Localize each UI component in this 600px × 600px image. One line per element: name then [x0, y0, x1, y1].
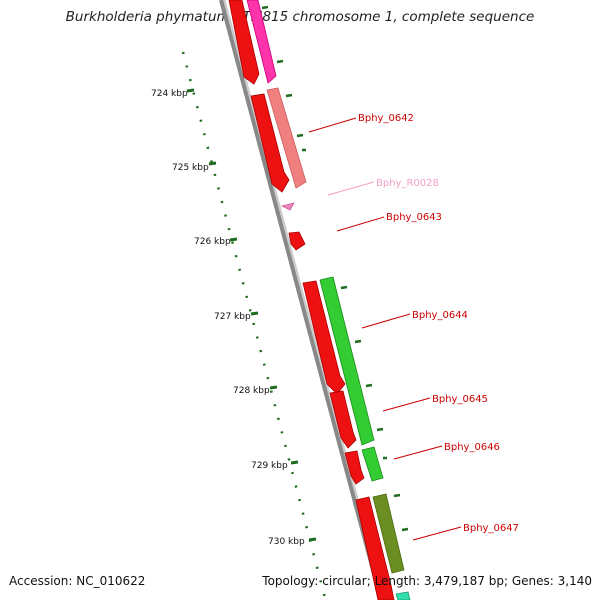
kbp-tick: [269, 385, 278, 390]
gene-arrow: [246, 0, 277, 84]
kbp-label: 727 kbp: [214, 312, 251, 322]
gene-arrow: [319, 276, 375, 446]
sequence-info: Topology: circular; Length: 3,479,187 bp…: [262, 574, 592, 588]
kbp-label: 724 kbp: [151, 89, 188, 99]
gene-label[interactable]: Bphy_0644: [412, 310, 468, 321]
kbp-label: 729 kbp: [251, 461, 288, 471]
gene-arrow: [266, 87, 307, 189]
gene-label[interactable]: Bphy_0645: [432, 394, 488, 405]
kbp-scale-dots: [181, 51, 327, 599]
map-title: Burkholderia phymatum STM815 chromosome …: [65, 9, 535, 25]
gene-arrow: [355, 496, 395, 600]
reverse-strand-genes: [228, 0, 395, 600]
forward-strand-genes: [246, 0, 411, 600]
accession-value: NC_010622: [76, 574, 146, 588]
accession-label: Accession:: [9, 574, 73, 588]
gene-arrow: [228, 0, 260, 85]
length-label: Length:: [374, 574, 421, 588]
kbp-label: 725 kbp: [172, 163, 209, 173]
gene-label[interactable]: Bphy_0643: [386, 212, 442, 223]
kbp-label: 730 kbp: [268, 537, 305, 547]
kbp-label: 726 kbp: [194, 237, 231, 247]
gene-label[interactable]: Bphy_0642: [358, 113, 414, 124]
topology-value: circular: [322, 574, 367, 588]
kbp-label: 728 kbp: [233, 386, 270, 396]
accession-info: Accession: NC_010622: [9, 574, 145, 588]
gene-arrow: [302, 280, 346, 395]
gene-arrow: [395, 591, 411, 600]
topology-label: Topology:: [262, 574, 319, 588]
gene-label[interactable]: Bphy_0646: [444, 442, 500, 453]
kbp-tick: [250, 311, 259, 316]
gene-arrow: [344, 450, 365, 485]
gene-label[interactable]: Bphy_R0028: [376, 178, 439, 189]
kbp-tick: [290, 460, 299, 465]
gene-arrow: [250, 93, 290, 193]
genes-label: Genes:: [511, 574, 554, 588]
kbp-tick: [186, 88, 195, 93]
gene-label-leaders: [308, 117, 462, 541]
kbp-tick: [308, 537, 317, 542]
backbone-line: [219, 0, 383, 600]
length-value: 3,479,187 bp: [423, 574, 504, 588]
rna-gene-arrow: [280, 202, 295, 211]
gene-arrow: [288, 231, 306, 251]
gene-arrow: [329, 390, 357, 449]
outer-track-ticks: [261, 5, 409, 532]
gene-arrow: [372, 493, 405, 574]
gene-label[interactable]: Bphy_0647: [463, 523, 519, 534]
kbp-tick: [208, 161, 217, 166]
genes-value: 3,140: [557, 574, 592, 588]
gene-arrow: [361, 446, 384, 482]
kbp-tick: [229, 237, 238, 242]
kbp-ticks: [186, 88, 317, 542]
